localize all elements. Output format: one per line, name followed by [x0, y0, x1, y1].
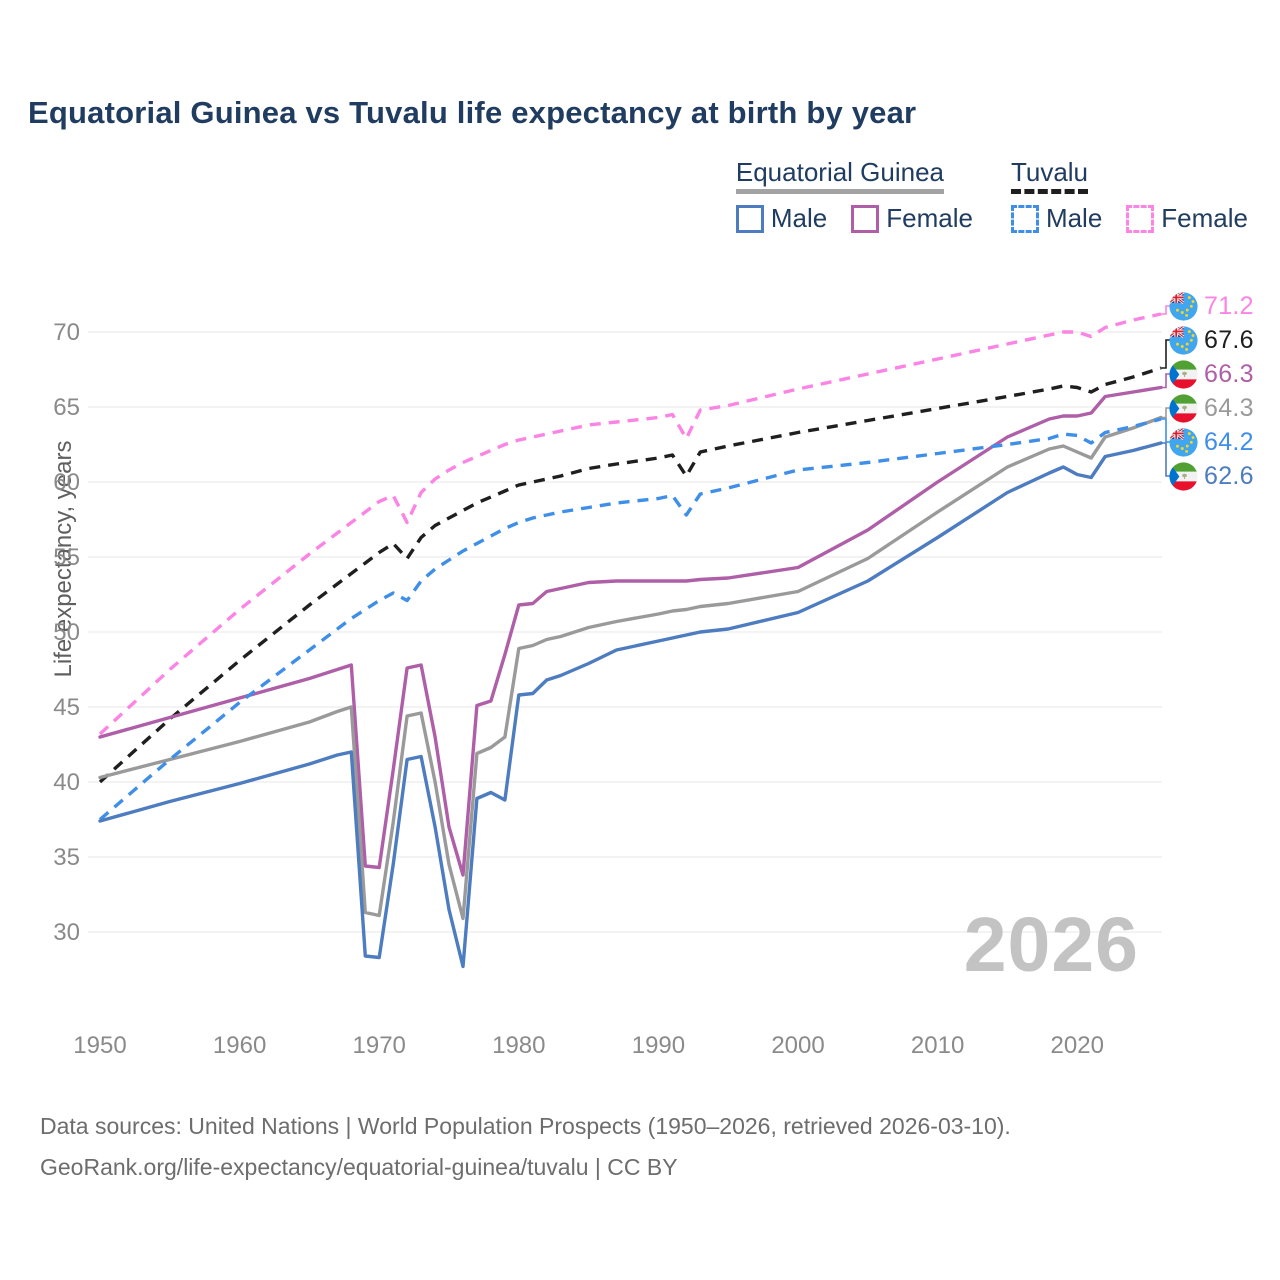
series-line-equatorial-guinea-female[interactable] [98, 385, 1163, 877]
tuvalu-male-swatch-icon [1010, 204, 1039, 233]
legend-country-equatorial-guinea[interactable]: Equatorial Guinea [735, 158, 945, 194]
series-line-equatorial-guinea-male[interactable] [98, 441, 1163, 969]
tuvalu-flag-icon [1169, 427, 1198, 457]
series-line-equatorial-guinea-all[interactable] [98, 415, 1163, 921]
leader-line-tuvalu-all [1161, 339, 1170, 369]
leader-line-equatorial-guinea-all [1161, 407, 1170, 419]
y-tick-50: 50 [53, 619, 80, 646]
page-title: Equatorial Guinea vs Tuvalu life expecta… [28, 95, 917, 130]
legend-item-equatorial-guinea-male[interactable]: Male [735, 203, 828, 234]
data-sources-line: Data sources: United Nations | World Pop… [40, 1113, 1011, 1139]
end-value-equatorial-guinea-female: 66.3 [1204, 359, 1254, 388]
end-label-equatorial-guinea-male: 62.6 [1169, 461, 1254, 491]
equatorial-guinea-female-swatch-icon [851, 204, 880, 233]
end-label-tuvalu-all: 67.6 [1169, 325, 1254, 355]
tuvalu-female-swatch-icon [1126, 204, 1155, 233]
x-tick-1980: 1980 [492, 1032, 545, 1059]
end-label-equatorial-guinea-all: 64.3 [1169, 393, 1254, 423]
series-line-tuvalu-male[interactable] [98, 417, 1162, 821]
y-tick-35: 35 [53, 844, 80, 871]
legend-label-male: Male [1045, 203, 1103, 233]
x-tick-1960: 1960 [213, 1032, 266, 1059]
end-value-tuvalu-female: 71.2 [1204, 291, 1254, 320]
equatorial-guinea-flag-icon [1169, 393, 1198, 423]
leader-line-tuvalu-female [1161, 305, 1170, 315]
legend-group-equatorial-guinea: Equatorial Guinea Male Female [735, 158, 973, 234]
legend-label-female: Female [1161, 203, 1248, 233]
series-line-tuvalu-female[interactable] [98, 312, 1162, 736]
y-tick-40: 40 [53, 769, 80, 796]
equatorial-guinea-flag-icon [1169, 359, 1198, 389]
x-tick-2020: 2020 [1051, 1032, 1104, 1059]
y-tick-45: 45 [53, 694, 80, 721]
tuvalu-flag-icon [1169, 325, 1198, 355]
y-tick-70: 70 [53, 319, 80, 346]
x-tick-1990: 1990 [632, 1032, 685, 1059]
equatorial-guinea-flag-icon [1169, 461, 1198, 491]
equatorial-guinea-male-swatch-icon [735, 204, 764, 233]
end-label-equatorial-guinea-female: 66.3 [1169, 359, 1254, 389]
x-tick-1970: 1970 [353, 1032, 406, 1059]
y-tick-60: 60 [53, 469, 80, 496]
tuvalu-flag-icon [1169, 291, 1198, 321]
series-line-tuvalu-all[interactable] [98, 366, 1162, 784]
legend-item-tuvalu-male[interactable]: Male [1010, 203, 1103, 234]
y-tick-30: 30 [53, 919, 80, 946]
year-watermark: 2026 [963, 902, 1139, 988]
legend-item-equatorial-guinea-female[interactable]: Female [851, 203, 973, 234]
legend-item-tuvalu-female[interactable]: Female [1126, 203, 1248, 234]
end-value-equatorial-guinea-all: 64.3 [1204, 393, 1254, 422]
end-value-tuvalu-all: 67.6 [1204, 325, 1254, 354]
footer: Data sources: United Nations | World Pop… [40, 1106, 1011, 1188]
end-label-tuvalu-female: 71.2 [1169, 291, 1254, 321]
x-tick-2000: 2000 [771, 1032, 824, 1059]
end-value-equatorial-guinea-male: 62.6 [1204, 461, 1254, 490]
end-value-tuvalu-male: 64.2 [1204, 427, 1254, 456]
legend-label-male: Male [770, 203, 828, 233]
y-tick-55: 55 [53, 544, 80, 571]
x-tick-2010: 2010 [911, 1032, 964, 1059]
legend: Equatorial Guinea Male Female Tuvalu Mal… [735, 158, 1248, 234]
legend-group-tuvalu: Tuvalu Male Female [1010, 158, 1248, 234]
x-tick-1950: 1950 [73, 1032, 126, 1059]
leader-line-equatorial-guinea-male [1161, 442, 1170, 477]
leader-line-equatorial-guinea-female [1161, 373, 1170, 389]
legend-country-tuvalu[interactable]: Tuvalu [1010, 158, 1089, 194]
legend-label-female: Female [886, 203, 973, 233]
y-tick-65: 65 [53, 394, 80, 421]
end-label-tuvalu-male: 64.2 [1169, 427, 1254, 457]
attribution-line: GeoRank.org/life-expectancy/equatorial-g… [40, 1154, 678, 1180]
leader-line-tuvalu-male [1161, 418, 1170, 443]
